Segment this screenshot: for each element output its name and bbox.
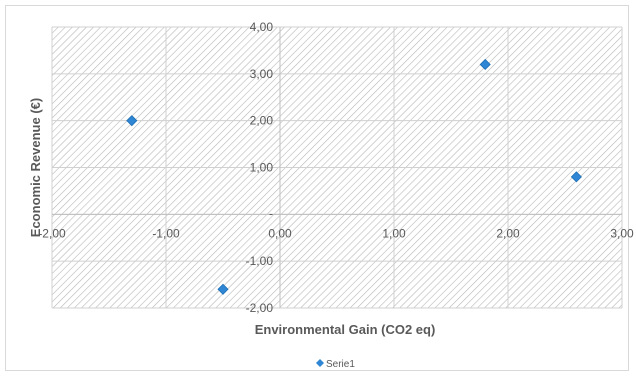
data-point-serie1	[479, 58, 491, 71]
x-tick-label: -1,00	[152, 226, 180, 240]
y-axis-title: Economic Revenue (€)	[28, 98, 43, 237]
x-tick-label: 3,00	[610, 226, 634, 240]
data-points	[126, 58, 582, 295]
legend-marker-serie1	[316, 359, 324, 367]
y-tick-label: 3,00	[250, 67, 274, 81]
y-tick-label: 2,00	[250, 114, 274, 128]
axes	[52, 27, 622, 308]
x-tick-label: 2,00	[496, 226, 520, 240]
x-tick-label: 0,00	[268, 226, 292, 240]
data-point-serie1	[126, 115, 138, 127]
y-tick-label: 1,00	[250, 161, 274, 175]
y-tick-label: 4,00	[250, 20, 274, 34]
data-point-serie1	[570, 171, 582, 183]
y-tick-label: -2,00	[246, 301, 274, 315]
x-tick-label: 1,00	[382, 226, 406, 240]
y-tick-label: -1,00	[246, 254, 274, 268]
legend-label-serie1: Serie1	[326, 359, 355, 370]
legend: Serie1	[316, 359, 355, 370]
data-point-serie1	[217, 283, 229, 295]
x-axis-title: Environmental Gain (CO2 eq)	[255, 322, 436, 337]
y-tick-label: -	[269, 206, 273, 220]
tick-labels: -2,00 -1,00 0,00 1,00 2,00 3,00-2,00-1,00-1,0…	[38, 20, 634, 315]
x-tick-label: -2,00	[38, 226, 66, 240]
